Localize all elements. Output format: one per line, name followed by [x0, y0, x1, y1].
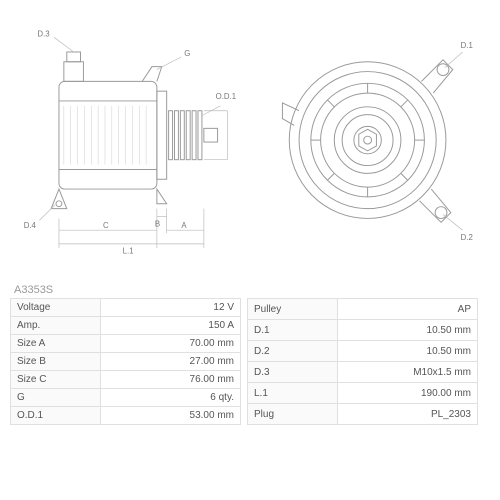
spec-label: Amp. [11, 317, 101, 335]
spec-label: Pulley [248, 299, 338, 320]
label-g: G [184, 49, 190, 58]
spec-label: Size C [11, 371, 101, 389]
label-c: C [103, 221, 109, 230]
spec-value: 27.00 mm [101, 353, 241, 371]
table-row: D.210.50 mm [248, 341, 478, 362]
spec-label: Plug [248, 404, 338, 425]
spec-label: D.1 [248, 320, 338, 341]
spec-label: D.3 [248, 362, 338, 383]
label-a: A [181, 221, 187, 230]
table-row: L.1190.00 mm [248, 383, 478, 404]
table-row: Size A70.00 mm [11, 335, 241, 353]
table-row: Amp.150 A [11, 317, 241, 335]
spec-value: 10.50 mm [338, 341, 478, 362]
spec-tables: Voltage12 V Amp.150 A Size A70.00 mm Siz… [10, 298, 490, 425]
table-row: D.3M10x1.5 mm [248, 362, 478, 383]
spec-value: M10x1.5 mm [338, 362, 478, 383]
spec-value: 150 A [101, 317, 241, 335]
spec-value: 70.00 mm [101, 335, 241, 353]
table-row: Size B27.00 mm [11, 353, 241, 371]
label-b: B [155, 219, 160, 228]
spec-label: G [11, 389, 101, 407]
table-row: Voltage12 V [11, 299, 241, 317]
spec-value: 53.00 mm [101, 407, 241, 425]
label-d2: D.2 [461, 233, 473, 242]
label-d1: D.1 [461, 41, 473, 50]
table-row: PulleyAP [248, 299, 478, 320]
table-row: Size C76.00 mm [11, 371, 241, 389]
front-view-drawing: D.1 D.2 [255, 10, 490, 280]
spec-label: L.1 [248, 383, 338, 404]
spec-label: Size A [11, 335, 101, 353]
spec-value: 12 V [101, 299, 241, 317]
spec-value: 76.00 mm [101, 371, 241, 389]
spec-table-right: PulleyAP D.110.50 mm D.210.50 mm D.3M10x… [247, 298, 478, 425]
table-row: D.110.50 mm [248, 320, 478, 341]
table-row: PlugPL_2303 [248, 404, 478, 425]
table-row: O.D.153.00 mm [11, 407, 241, 425]
spec-label: D.2 [248, 341, 338, 362]
spec-label: Voltage [11, 299, 101, 317]
diagram-container: D.3 G O.D.1 D.4 B C A L.1 [0, 0, 500, 500]
side-view-drawing: D.3 G O.D.1 D.4 B C A L.1 [10, 10, 245, 280]
spec-value: 6 qty. [101, 389, 241, 407]
label-d3: D.3 [37, 29, 50, 38]
spec-table-left: Voltage12 V Amp.150 A Size A70.00 mm Siz… [10, 298, 241, 425]
spec-label: Size B [11, 353, 101, 371]
label-l1: L.1 [123, 247, 134, 256]
spec-value: 10.50 mm [338, 320, 478, 341]
spec-label: O.D.1 [11, 407, 101, 425]
technical-drawings: D.3 G O.D.1 D.4 B C A L.1 [10, 10, 490, 280]
spec-value: PL_2303 [338, 404, 478, 425]
part-number: A3353S [14, 284, 490, 296]
label-od1: O.D.1 [216, 92, 236, 101]
spec-value: AP [338, 299, 478, 320]
table-row: G6 qty. [11, 389, 241, 407]
spec-value: 190.00 mm [338, 383, 478, 404]
label-d4: D.4 [24, 221, 37, 230]
